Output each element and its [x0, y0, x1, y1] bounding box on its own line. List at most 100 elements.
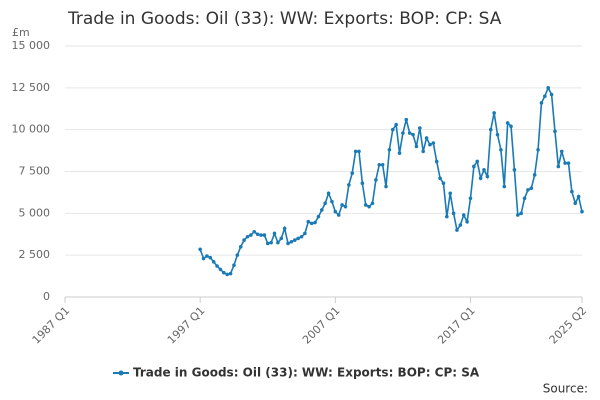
- data-point: [350, 171, 355, 175]
- chart-title: Trade in Goods: Oil (33): WW: Exports: B…: [67, 9, 502, 29]
- data-point: [468, 196, 473, 201]
- series-line: [199, 85, 583, 276]
- data-point: [242, 238, 246, 242]
- data-point: [519, 211, 523, 216]
- data-point: [286, 241, 290, 246]
- x-tick-label: 2025 Q2: [547, 304, 590, 347]
- data-point: [472, 164, 476, 169]
- data-point: [201, 256, 206, 261]
- data-point: [512, 168, 517, 172]
- data-point: [404, 117, 409, 122]
- data-point: [424, 136, 429, 140]
- data-point: [279, 236, 284, 241]
- data-point: [211, 260, 216, 264]
- data-point: [218, 267, 223, 272]
- legend-label: Trade in Goods: Oil (33): WW: Exports: B…: [133, 366, 480, 380]
- data-point: [357, 149, 361, 154]
- data-point: [553, 129, 557, 134]
- y-tick-label: 7 500: [19, 165, 51, 178]
- data-point: [502, 184, 507, 189]
- data-point: [441, 181, 446, 186]
- data-point: [448, 191, 453, 196]
- data-point: [343, 204, 348, 209]
- data-point: [228, 271, 233, 276]
- data-point: [495, 132, 500, 137]
- data-point: [347, 183, 351, 187]
- data-point: [411, 132, 415, 137]
- data-point: [326, 191, 331, 196]
- x-tick-label: 1997 Q1: [165, 304, 208, 347]
- data-point: [252, 229, 257, 234]
- data-point: [299, 234, 304, 239]
- data-point: [306, 219, 311, 224]
- data-point: [526, 188, 530, 192]
- data-point: [576, 194, 581, 199]
- data-point: [353, 149, 358, 154]
- data-point: [434, 159, 439, 164]
- data-point: [336, 213, 341, 217]
- data-point: [313, 220, 317, 225]
- data-point: [573, 201, 578, 206]
- y-tick-label: 0: [43, 290, 50, 303]
- data-point: [539, 101, 544, 105]
- data-point: [320, 208, 324, 212]
- data-point: [205, 254, 209, 258]
- data-point: [374, 178, 378, 182]
- data-point: [259, 233, 263, 237]
- data-point: [488, 127, 493, 132]
- data-point: [492, 111, 496, 115]
- data-point: [529, 186, 534, 191]
- y-tick-label: 15 000: [12, 39, 51, 52]
- data-point: [455, 228, 459, 232]
- data-point: [394, 122, 398, 127]
- data-point: [465, 219, 469, 224]
- data-point: [222, 270, 226, 275]
- data-point: [536, 147, 540, 152]
- data-point: [509, 124, 513, 129]
- data-point: [397, 151, 402, 155]
- data-point: [235, 253, 240, 257]
- y-tick-label: 5 000: [19, 206, 51, 219]
- data-point: [478, 176, 483, 180]
- data-point: [546, 86, 551, 90]
- data-point: [390, 127, 395, 132]
- data-point: [418, 126, 422, 130]
- data-point: [340, 203, 344, 207]
- legend-marker: [118, 370, 124, 376]
- data-point: [380, 163, 385, 167]
- y-tick-label: 10 000: [12, 123, 51, 136]
- data-point: [363, 203, 368, 207]
- data-point: [407, 131, 412, 135]
- data-point: [421, 149, 425, 154]
- y-unit: £m: [12, 26, 30, 39]
- y-tick-label: 12 500: [12, 81, 51, 94]
- data-point: [289, 239, 294, 244]
- data-point: [262, 233, 267, 237]
- data-point: [431, 141, 436, 145]
- data-point: [377, 163, 382, 167]
- data-point: [249, 233, 253, 237]
- data-point: [570, 189, 574, 194]
- data-point: [330, 199, 334, 204]
- data-point: [428, 142, 432, 147]
- data-point: [269, 240, 273, 245]
- data-point: [303, 231, 307, 236]
- data-point: [309, 221, 314, 226]
- data-point: [566, 161, 571, 165]
- data-point: [461, 213, 466, 217]
- source: Source:: [543, 382, 588, 396]
- data-point: [475, 159, 480, 164]
- data-point: [384, 184, 388, 189]
- data-point: [282, 226, 287, 231]
- data-point: [532, 173, 537, 177]
- data-point: [276, 240, 280, 245]
- x-tick-label: 2017 Q1: [435, 304, 478, 347]
- data-point: [370, 201, 375, 206]
- data-point: [580, 209, 584, 214]
- data-point: [232, 263, 236, 268]
- data-point: [208, 255, 213, 260]
- x-tick-label: 2007 Q1: [300, 304, 343, 347]
- data-point: [445, 214, 449, 219]
